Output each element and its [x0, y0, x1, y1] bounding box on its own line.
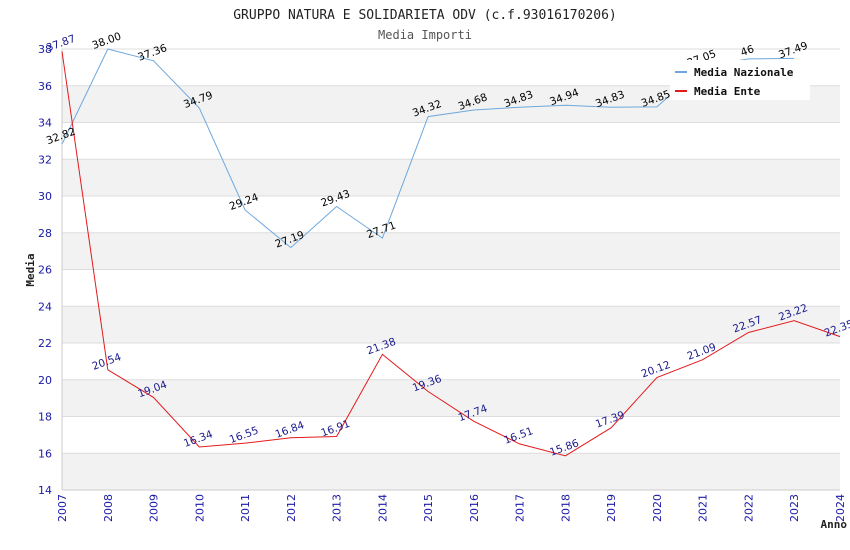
y-tick-label: 32 — [38, 153, 52, 166]
x-tick-label: 2016 — [468, 494, 481, 522]
x-tick-label: 2023 — [788, 494, 801, 522]
y-tick-label: 24 — [38, 300, 52, 313]
x-tick-label: 2015 — [422, 494, 435, 522]
x-tick-label: 2019 — [605, 494, 618, 522]
x-tick-label: 2008 — [102, 494, 115, 522]
x-tick-label: 2011 — [239, 494, 252, 522]
x-tick-label: 2017 — [514, 494, 527, 522]
y-tick-label: 30 — [38, 190, 52, 203]
y-tick-label: 36 — [38, 80, 52, 93]
y-tick-label: 22 — [38, 337, 52, 350]
grid-band — [62, 453, 840, 490]
x-tick-label: 2009 — [148, 494, 161, 522]
chart-subtitle: Media Importi — [378, 28, 472, 42]
legend: Media Nazionale Media Ente — [670, 60, 810, 100]
x-tick-label: 2024 — [834, 494, 847, 522]
y-tick-label: 34 — [38, 117, 52, 130]
y-tick-label: 18 — [38, 411, 52, 424]
x-tick-label: 2021 — [697, 494, 710, 522]
chart-title: GRUPPO NATURA E SOLIDARIETA ODV (c.f.930… — [233, 8, 617, 23]
x-tick-label: 2010 — [193, 494, 206, 522]
x-tick-label: 2013 — [331, 494, 344, 522]
x-tick-label: 2022 — [742, 494, 755, 522]
y-tick-label: 26 — [38, 264, 52, 277]
grid-band — [62, 123, 840, 160]
grid-band — [62, 417, 840, 454]
y-axis-label: Media — [24, 253, 37, 286]
y-tick-label: 14 — [38, 484, 52, 497]
grid-band — [62, 270, 840, 307]
x-tick-label: 2007 — [56, 494, 69, 522]
x-tick-label: 2012 — [285, 494, 298, 522]
legend-label: Media Nazionale — [694, 66, 794, 79]
grid-band — [62, 380, 840, 417]
x-tick-labels: 2007 2008 2009 2010 2011 2012 2013 2014 2015 2016… — [56, 494, 847, 522]
x-tick-label: 2020 — [651, 494, 664, 522]
grid-band — [62, 306, 840, 343]
y-tick-label: 28 — [38, 227, 52, 240]
grid-band — [62, 159, 840, 196]
x-tick-label: 2018 — [559, 494, 572, 522]
grid-band — [62, 343, 840, 380]
grid-band — [62, 196, 840, 233]
x-tick-label: 2014 — [376, 494, 389, 522]
grid-band — [62, 233, 840, 270]
legend-label: Media Ente — [694, 85, 761, 98]
y-tick-label: 16 — [38, 447, 52, 460]
y-tick-label: 20 — [38, 374, 52, 387]
